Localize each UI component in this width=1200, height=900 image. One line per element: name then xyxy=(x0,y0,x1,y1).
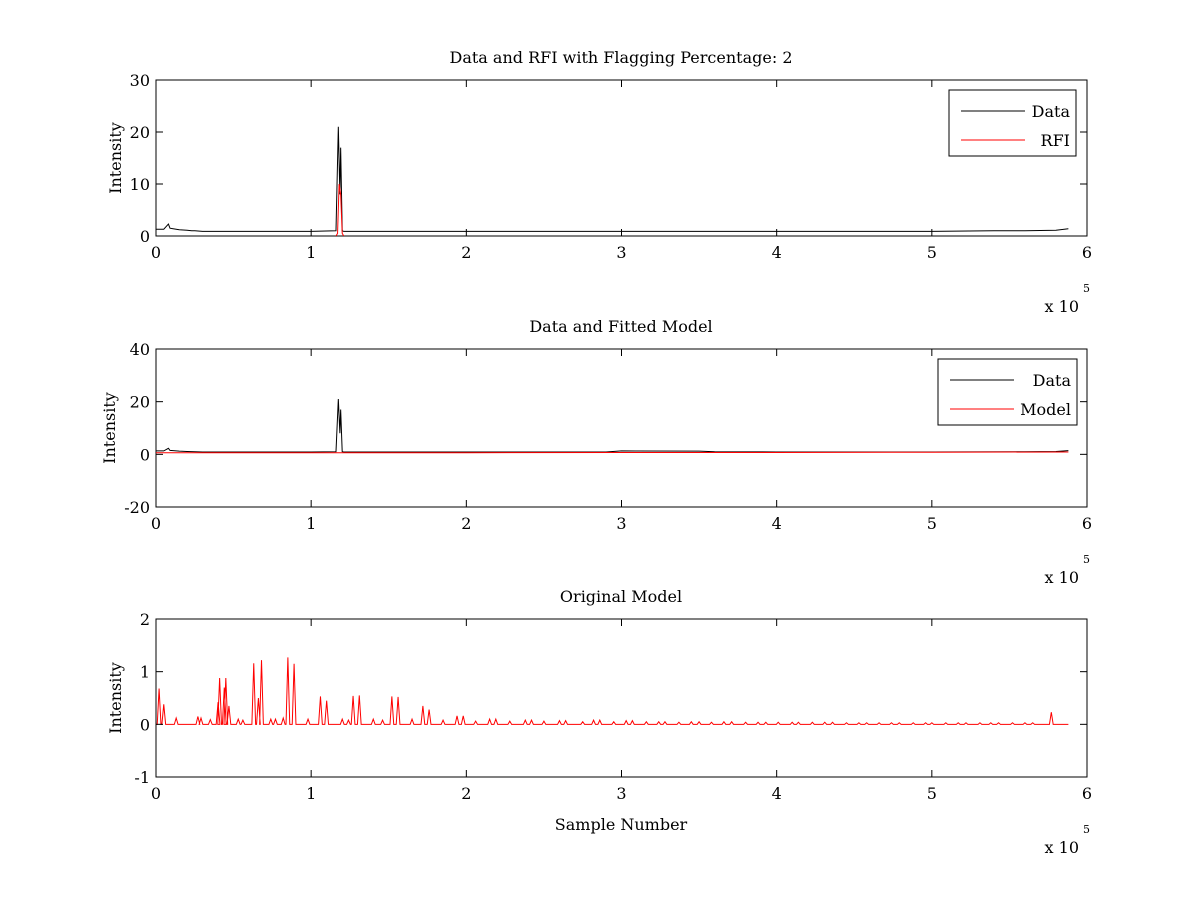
y-axis-label: Intensity xyxy=(100,392,119,464)
x-tick-label: 6 xyxy=(1082,784,1092,803)
x-tick-label: 4 xyxy=(772,784,782,803)
x-tick-label: 2 xyxy=(461,514,471,533)
subplot-rfi: Data and RFI with Flagging Percentage: 2… xyxy=(106,48,1092,316)
x-axis-multiplier-exponent: 5 xyxy=(1083,553,1090,566)
x-tick-label: 4 xyxy=(772,514,782,533)
x-tick-label: 0 xyxy=(151,514,161,533)
y-tick-label: 20 xyxy=(130,393,150,412)
y-axis-label: Intensity xyxy=(106,662,125,734)
series-line xyxy=(156,451,1069,454)
x-axis-multiplier: x 10 xyxy=(1045,568,1079,587)
y-tick-label: -20 xyxy=(124,498,150,517)
y-tick-label: 2 xyxy=(140,610,150,629)
x-axis-multiplier: x 10 xyxy=(1045,297,1079,316)
x-axis-label: Sample Number xyxy=(555,815,688,834)
legend-box xyxy=(937,358,1078,426)
x-tick-label: 5 xyxy=(927,243,937,262)
legend-box xyxy=(948,89,1077,157)
x-tick-label: 1 xyxy=(306,243,316,262)
x-axis-multiplier: x 10 xyxy=(1045,838,1079,857)
x-tick-label: 6 xyxy=(1082,243,1092,262)
legend: Data RFI xyxy=(948,89,1077,157)
series-line xyxy=(156,399,1069,453)
x-tick-label: 3 xyxy=(616,784,626,803)
subplot-title: Original Model xyxy=(560,587,682,606)
x-tick-label: 2 xyxy=(461,243,471,262)
x-tick-label: 0 xyxy=(151,784,161,803)
plot-area: 0 1 2 3 4 5 6 0 10 20 30 Intensity x 10 5 xyxy=(106,71,1092,316)
legend-label: Data xyxy=(1032,102,1071,121)
legend-label: Model xyxy=(1020,400,1071,419)
legend-label: Data xyxy=(1033,371,1072,390)
y-axis-label: Intensity xyxy=(106,122,125,194)
x-tick-label: 3 xyxy=(616,514,626,533)
series-line xyxy=(156,126,1069,232)
y-tick-label: 20 xyxy=(130,123,150,142)
x-tick-label: 3 xyxy=(616,243,626,262)
x-tick-label: 4 xyxy=(772,243,782,262)
y-tick-label: 0 xyxy=(140,445,150,464)
subplot-fitted-model: Data and Fitted Model 0 1 2 3 4 5 6-2002040Int… xyxy=(100,317,1092,587)
x-axis-multiplier-exponent: 5 xyxy=(1083,823,1090,836)
series-line xyxy=(156,657,1069,725)
y-tick-label: 30 xyxy=(130,71,150,90)
y-tick-label: 10 xyxy=(130,175,150,194)
x-tick-label: 1 xyxy=(306,784,316,803)
y-tick-label: 0 xyxy=(140,715,150,734)
subplot-title: Data and RFI with Flagging Percentage: 2 xyxy=(449,48,792,67)
y-tick-label: 1 xyxy=(140,663,150,682)
x-tick-label: 0 xyxy=(151,243,161,262)
x-axis-multiplier-exponent: 5 xyxy=(1083,282,1090,295)
x-tick-label: 6 xyxy=(1082,514,1092,533)
legend: Data Model xyxy=(937,358,1078,426)
y-tick-label: 40 xyxy=(130,340,150,359)
series-line xyxy=(335,183,345,236)
y-tick-label: 0 xyxy=(140,227,150,246)
legend-label: RFI xyxy=(1041,131,1070,150)
subplot-title: Data and Fitted Model xyxy=(529,317,712,336)
x-tick-label: 5 xyxy=(927,784,937,803)
x-tick-label: 2 xyxy=(461,784,471,803)
x-tick-label: 5 xyxy=(927,514,937,533)
y-tick-label: -1 xyxy=(134,768,150,787)
x-tick-label: 1 xyxy=(306,514,316,533)
